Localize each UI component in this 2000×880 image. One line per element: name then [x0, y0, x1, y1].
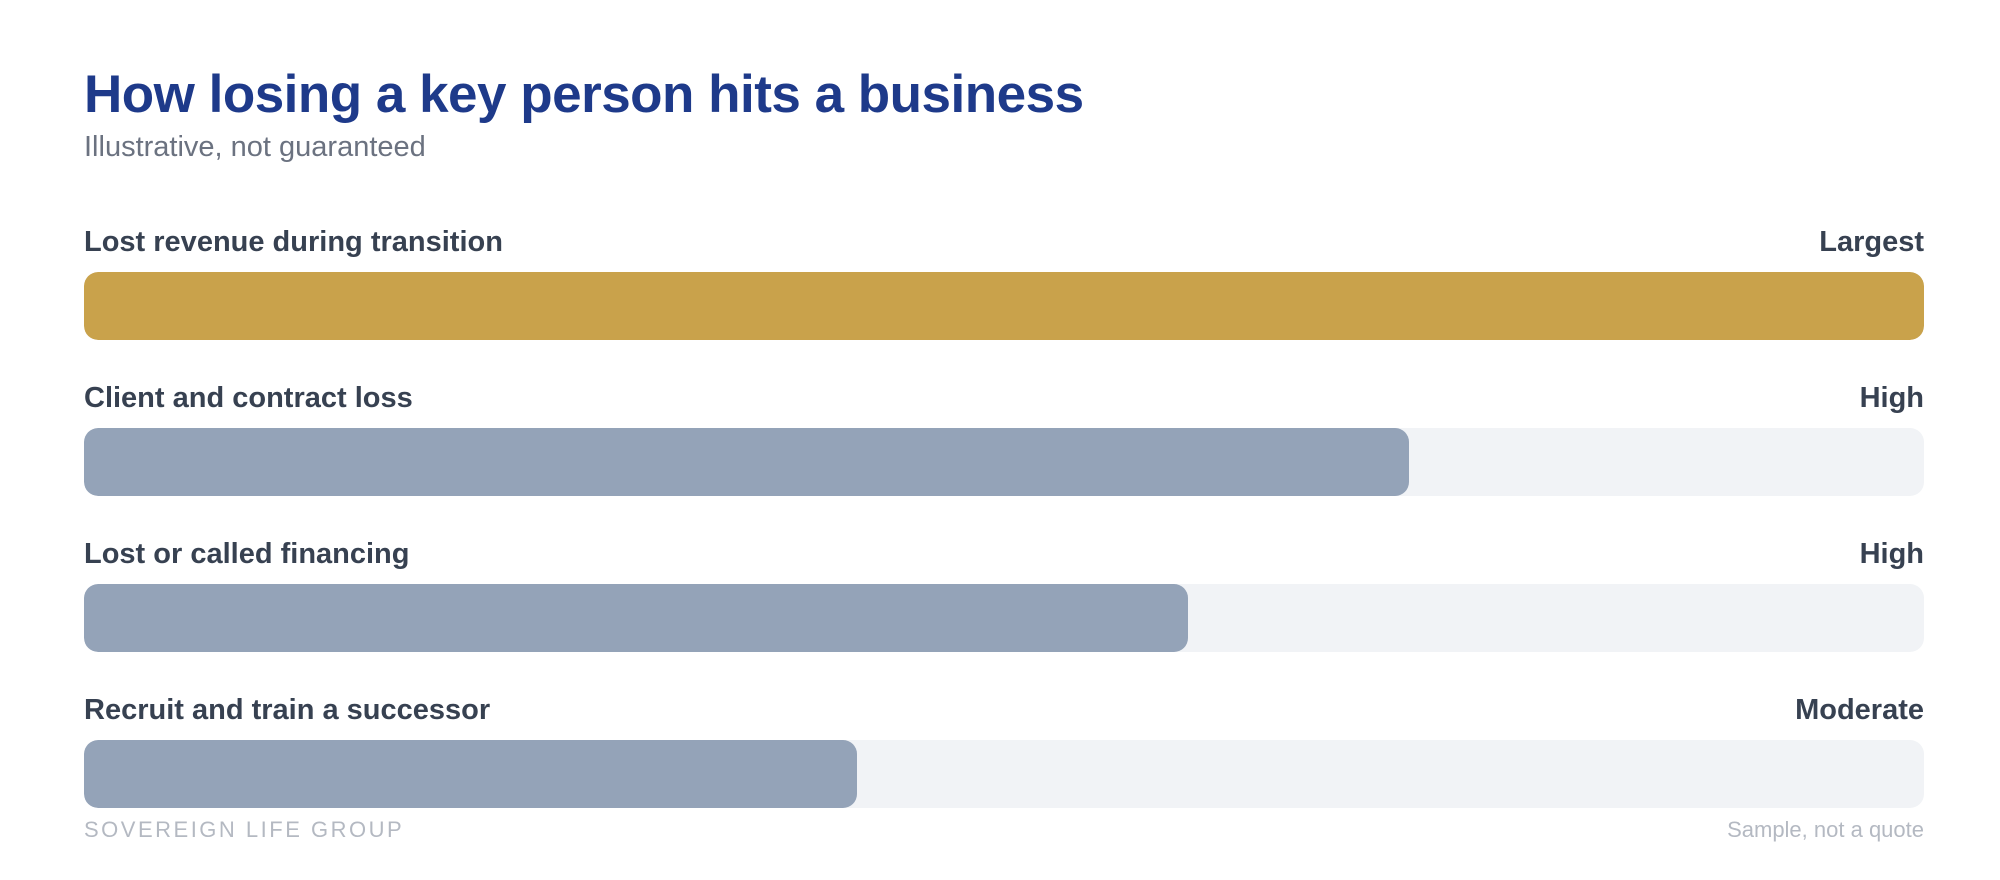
bar — [84, 428, 1409, 496]
bar-track — [84, 584, 1924, 652]
bar-label: Client and contract loss — [84, 382, 413, 414]
bar-value-label: High — [1859, 382, 1924, 414]
bar-row: Lost revenue during transition Largest — [84, 222, 1924, 342]
chart-title: How losing a key person hits a business — [84, 65, 1084, 124]
bar-row: Client and contract loss High — [84, 378, 1924, 498]
bar — [84, 740, 857, 808]
chart-subtitle: Illustrative, not guaranteed — [84, 131, 426, 163]
bar-row: Recruit and train a successor Moderate — [84, 690, 1924, 810]
bar-track — [84, 272, 1924, 340]
bar-row: Lost or called financing High — [84, 534, 1924, 654]
bar-value-label: Moderate — [1795, 694, 1924, 726]
bar-label: Recruit and train a successor — [84, 694, 491, 726]
bar-value-label: Largest — [1819, 226, 1924, 258]
bar-label: Lost revenue during transition — [84, 226, 503, 258]
disclaimer-footer: Sample, not a quote — [1727, 817, 1924, 842]
bar-track — [84, 428, 1924, 496]
chart-frame: How losing a key person hits a business … — [84, 0, 1924, 880]
bar-label: Lost or called financing — [84, 538, 410, 570]
bar — [84, 272, 1924, 340]
bar — [84, 584, 1188, 652]
bar-track — [84, 740, 1924, 808]
bar-value-label: High — [1859, 538, 1924, 570]
brand-footer: SOVEREIGN LIFE GROUP — [84, 817, 405, 842]
